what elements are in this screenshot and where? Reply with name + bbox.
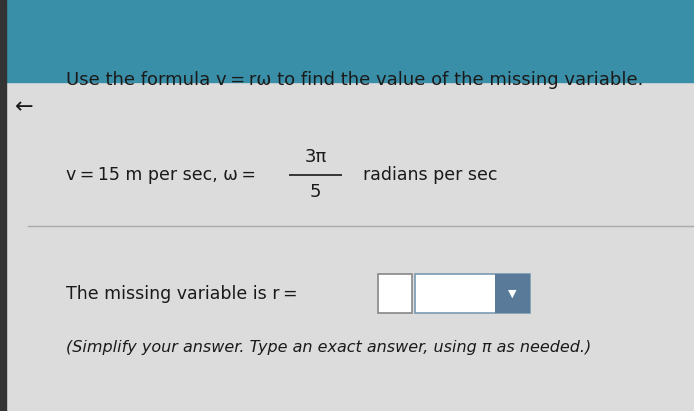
Text: (Simplify your answer. Type an exact answer, using π as needed.): (Simplify your answer. Type an exact ans… [66, 340, 591, 355]
Text: 3π: 3π [305, 148, 327, 166]
Bar [0, 0, 694, 82]
Text: radians per sec: radians per sec [363, 166, 498, 184]
Bar [496, 274, 530, 313]
Text: 5: 5 [310, 183, 321, 201]
Text: The missing variable is r =: The missing variable is r = [66, 285, 301, 303]
Text: ←: ← [15, 97, 34, 117]
Bar [378, 274, 412, 313]
Text: v = 15 m per sec, ω =: v = 15 m per sec, ω = [66, 166, 256, 184]
Text: Use the formula v = rω to find the value of the missing variable.: Use the formula v = rω to find the value… [66, 71, 643, 89]
Text: ▼: ▼ [508, 289, 516, 299]
Bar [415, 274, 530, 313]
Bar [0, 0, 6, 411]
